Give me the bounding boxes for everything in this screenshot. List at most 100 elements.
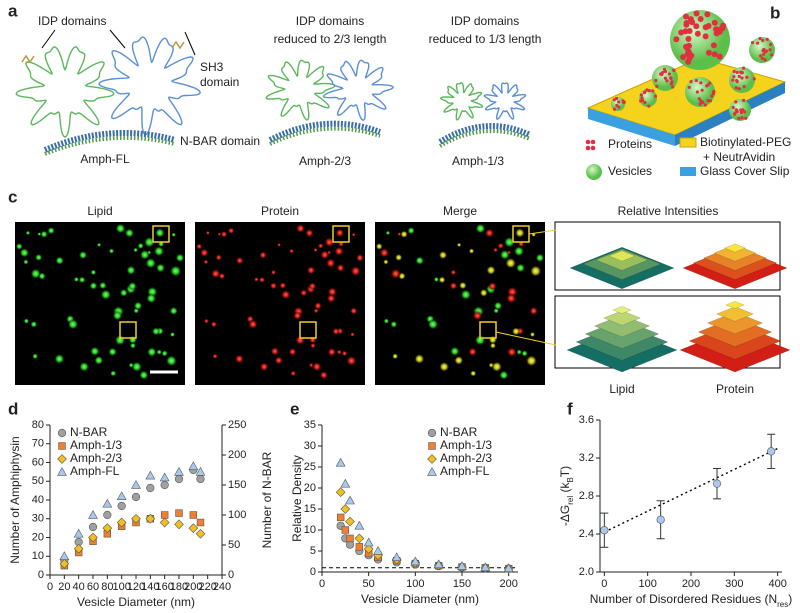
protein bbox=[737, 116, 741, 120]
spot bbox=[234, 354, 245, 364]
spot bbox=[468, 248, 475, 254]
spot bbox=[375, 242, 383, 251]
spot bbox=[529, 331, 536, 338]
y-tick-label: 2.4 bbox=[579, 528, 594, 540]
protein bbox=[706, 99, 710, 103]
y2-tick-label: 150 bbox=[228, 479, 246, 491]
spot bbox=[486, 265, 496, 276]
data-point bbox=[195, 528, 206, 539]
data-point bbox=[175, 509, 183, 517]
protein bbox=[758, 36, 762, 41]
spot bbox=[305, 228, 314, 238]
spot bbox=[248, 319, 258, 330]
spot bbox=[175, 253, 185, 263]
legend-label: N-BAR bbox=[70, 425, 108, 439]
data-point bbox=[196, 518, 205, 527]
spot bbox=[108, 347, 118, 357]
y-axis-label-part: -ΔG bbox=[558, 505, 572, 526]
data-point bbox=[196, 474, 205, 484]
y-tick-label: 10 bbox=[32, 550, 44, 562]
x-tick-label: 0 bbox=[601, 578, 607, 590]
spot bbox=[195, 243, 203, 250]
spot bbox=[169, 265, 182, 278]
spot bbox=[78, 276, 86, 284]
spot bbox=[332, 327, 340, 336]
data-point bbox=[117, 501, 126, 511]
x-tick-label: 400 bbox=[768, 578, 786, 590]
spot bbox=[350, 332, 355, 337]
data-point bbox=[391, 552, 402, 561]
spot bbox=[67, 318, 79, 330]
data-point bbox=[145, 513, 156, 524]
protein bbox=[694, 78, 698, 83]
data-point bbox=[195, 466, 206, 476]
spot bbox=[306, 265, 316, 275]
spot bbox=[475, 223, 486, 234]
spot bbox=[525, 354, 538, 367]
protein bbox=[700, 88, 704, 92]
spot bbox=[346, 355, 357, 367]
spot bbox=[456, 242, 462, 248]
x-axis-label: Vesicle Diameter (nm) bbox=[77, 595, 195, 609]
y-tick-label: 25 bbox=[304, 461, 316, 473]
data-point bbox=[355, 543, 364, 551]
idp-domain bbox=[98, 36, 202, 136]
intensity-surface bbox=[725, 301, 745, 309]
legend-label: Amph-2/3 bbox=[440, 451, 492, 465]
roi-box bbox=[332, 225, 350, 243]
idp-domain bbox=[322, 59, 394, 121]
y2-tick-label: 200 bbox=[228, 449, 246, 461]
data-point bbox=[59, 551, 70, 560]
spot bbox=[484, 228, 495, 238]
data-point bbox=[131, 492, 141, 502]
spot bbox=[400, 230, 408, 239]
legend-marker bbox=[57, 454, 67, 464]
x-axis-label-part: ) bbox=[788, 592, 792, 606]
spot bbox=[513, 245, 525, 257]
spot bbox=[100, 289, 112, 301]
spot bbox=[506, 346, 517, 358]
sh3-domain bbox=[171, 40, 185, 50]
y2-tick-label: 250 bbox=[228, 419, 246, 431]
protein bbox=[673, 36, 680, 43]
y2-axis-label: Number of N-BAR bbox=[260, 451, 274, 548]
nbar-domain bbox=[269, 126, 381, 146]
spot bbox=[133, 247, 139, 253]
x-tick-label: 200 bbox=[682, 578, 700, 590]
data-point bbox=[102, 523, 113, 533]
protein bbox=[731, 78, 735, 82]
data-point bbox=[131, 513, 141, 524]
protein bbox=[760, 56, 764, 60]
spot bbox=[308, 282, 317, 291]
spot bbox=[468, 347, 478, 357]
intensity-surface bbox=[612, 306, 632, 314]
protein bbox=[669, 82, 673, 86]
y-tick-label: 35 bbox=[304, 419, 316, 431]
spot bbox=[90, 269, 97, 276]
spot bbox=[313, 247, 318, 253]
spot bbox=[23, 318, 30, 324]
arrow bbox=[109, 29, 126, 49]
x-tick-label: 20 bbox=[58, 581, 70, 593]
spot bbox=[270, 346, 280, 356]
x-tick-label: 100 bbox=[406, 578, 424, 590]
protein bbox=[732, 69, 736, 74]
x-tick-label: 180 bbox=[170, 581, 188, 593]
spot bbox=[415, 256, 425, 266]
spot bbox=[126, 265, 136, 276]
panel-label: e bbox=[290, 399, 299, 418]
spot bbox=[320, 250, 330, 260]
spot bbox=[270, 269, 277, 276]
spot bbox=[488, 281, 497, 291]
protein bbox=[654, 78, 658, 83]
x-tick-label: 150 bbox=[453, 578, 471, 590]
spot bbox=[497, 242, 505, 250]
protein bbox=[742, 66, 746, 70]
spot bbox=[414, 353, 425, 365]
y-tick-label: 15 bbox=[304, 503, 316, 515]
protein bbox=[621, 99, 625, 103]
legend-label: + NeutrAvidin bbox=[703, 150, 775, 164]
x-tick-label: 300 bbox=[725, 578, 743, 590]
spot bbox=[535, 253, 545, 263]
data-point bbox=[103, 510, 112, 520]
